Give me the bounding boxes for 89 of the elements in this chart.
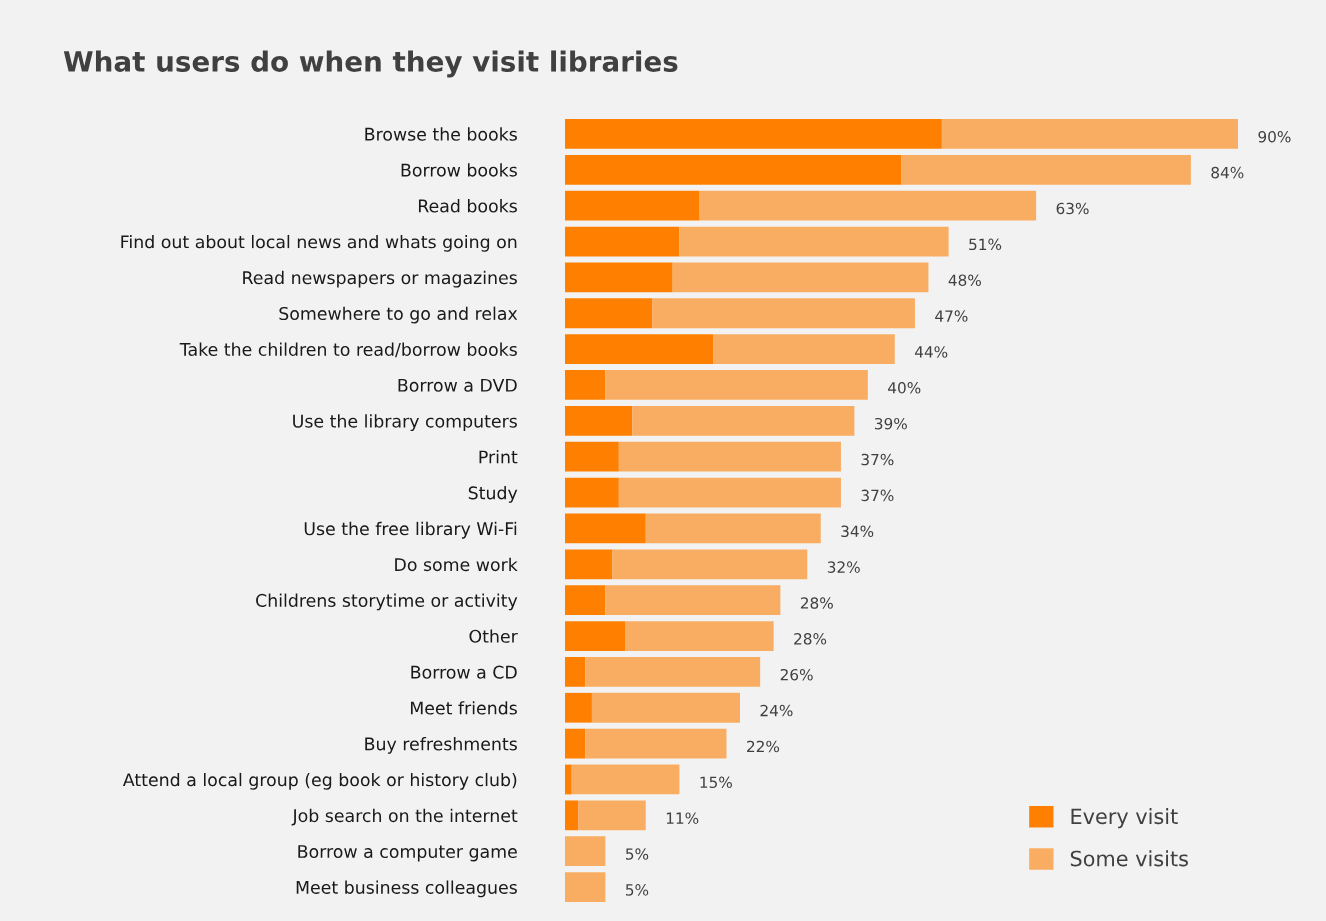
- annotation: 5%: [626, 884, 649, 896]
- annotation: 39%: [875, 417, 907, 430]
- annotation: 11%: [666, 812, 699, 824]
- bar: [591, 692, 740, 723]
- y-tick-label: Somewhere to go and relax: [279, 306, 518, 324]
- y-tick-label: Borrow a computer game: [298, 845, 517, 862]
- annotation: 34%: [841, 525, 874, 538]
- annotation: 24%: [760, 704, 793, 717]
- legend-label: Every visit: [1071, 808, 1178, 829]
- annotation: 37%: [861, 453, 894, 466]
- annotation: 37%: [861, 489, 894, 502]
- y-tick-label: Childrens storytime or activity: [256, 593, 518, 611]
- annotation: 26%: [780, 668, 813, 681]
- bar: [605, 370, 868, 400]
- y-tick-label: Buy refreshments: [365, 737, 517, 754]
- bar: [565, 477, 619, 508]
- annotation: 48%: [948, 274, 981, 286]
- bar: [672, 262, 929, 293]
- bar: [565, 836, 606, 867]
- bar: [901, 154, 1191, 185]
- annotation: 15%: [700, 776, 732, 789]
- bar: [645, 513, 821, 544]
- bar: [941, 119, 1238, 149]
- bar: [565, 692, 592, 723]
- bar: [625, 621, 774, 651]
- bar: [652, 298, 915, 329]
- annotation: 90%: [1258, 130, 1291, 143]
- bar: [565, 334, 714, 364]
- y-tick-label: Take the children to read/borrow books: [179, 342, 517, 358]
- bar: [565, 657, 586, 687]
- bar: [565, 441, 619, 472]
- legend-label: Some visits: [1070, 850, 1188, 867]
- y-tick-label: Borrow a CD: [411, 665, 517, 679]
- bar: [565, 262, 673, 293]
- bar: [565, 190, 700, 221]
- y-tick-label: Use the free library Wi-Fi: [304, 521, 517, 539]
- bar: [565, 119, 942, 149]
- y-tick-label: Meet friends: [410, 701, 517, 715]
- y-tick-label: Do some work: [395, 557, 518, 572]
- y-tick-label: Use the library computers: [293, 414, 517, 432]
- bar: [565, 621, 626, 651]
- y-tick-label: Borrow books: [401, 163, 517, 177]
- bar: [679, 226, 949, 257]
- bar: [618, 477, 841, 508]
- bar: [565, 764, 572, 795]
- bar: [571, 764, 680, 795]
- annotation: 22%: [747, 740, 780, 753]
- bar: [699, 190, 1037, 221]
- y-tick-label: Read newspapers or magazines: [243, 270, 517, 288]
- bar: [565, 154, 902, 185]
- y-tick-label: Job search on the internet: [291, 808, 518, 826]
- annotation: 51%: [969, 238, 1002, 251]
- bar: [565, 800, 579, 831]
- annotation: 32%: [827, 561, 860, 573]
- annotation: 63%: [1056, 202, 1089, 215]
- bar: [585, 728, 727, 759]
- annotation: 28%: [800, 597, 833, 609]
- bar: [565, 405, 633, 436]
- y-tick-label: Attend a local group (eg book or history club): [122, 772, 517, 790]
- annotation: 47%: [935, 310, 968, 322]
- bar: [565, 513, 646, 544]
- annotation: 84%: [1211, 166, 1244, 179]
- bar: [612, 549, 808, 580]
- bar: [565, 226, 680, 257]
- bar: [565, 370, 606, 400]
- bar: [632, 405, 855, 436]
- bar: [565, 872, 606, 902]
- chart-title: What users do when they visit libraries: [63, 50, 678, 78]
- annotation: 5%: [626, 848, 649, 860]
- bar: [565, 549, 613, 580]
- y-tick-label: Print: [479, 450, 518, 464]
- bar: [578, 800, 646, 831]
- bar: [565, 298, 653, 329]
- y-tick-label: Borrow a DVD: [398, 378, 517, 392]
- y-tick-label: Read books: [418, 199, 517, 213]
- y-tick-label: Find out about local news and whats going on: [121, 234, 517, 252]
- y-tick-label: Study: [468, 485, 518, 503]
- y-tick-label: Meet business colleagues: [296, 880, 517, 898]
- annotation: 44%: [914, 346, 948, 358]
- bar: [605, 585, 781, 616]
- y-tick-label: Browse the books: [365, 127, 517, 141]
- annotation: 28%: [794, 633, 827, 645]
- bar: [713, 334, 895, 364]
- bar: [618, 441, 841, 472]
- bar: [585, 657, 761, 687]
- bar: [565, 585, 606, 616]
- annotation: 40%: [888, 382, 921, 394]
- bar: [565, 728, 586, 759]
- y-tick-label: Other: [469, 629, 518, 643]
